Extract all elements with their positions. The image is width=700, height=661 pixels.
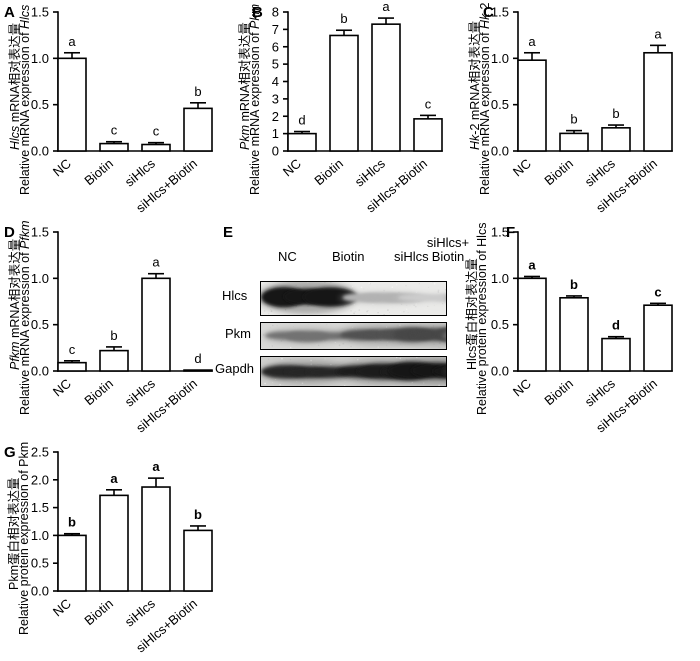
svg-text:1.5: 1.5 — [31, 5, 49, 20]
svg-text:1.0: 1.0 — [491, 51, 509, 66]
svg-text:b: b — [194, 507, 202, 522]
svg-text:1: 1 — [272, 126, 279, 141]
svg-text:NC: NC — [50, 376, 74, 400]
svg-text:1.0: 1.0 — [31, 271, 49, 286]
svg-text:2.5: 2.5 — [31, 445, 49, 460]
svg-text:0.0: 0.0 — [491, 364, 509, 379]
svg-text:b: b — [340, 11, 347, 26]
svg-text:NC: NC — [50, 596, 74, 620]
svg-text:1.5: 1.5 — [31, 500, 49, 515]
svg-text:0.5: 0.5 — [31, 317, 49, 332]
svg-text:Biotin: Biotin — [81, 596, 116, 628]
svg-text:0.0: 0.0 — [491, 144, 509, 159]
svg-text:1.0: 1.0 — [31, 51, 49, 66]
svg-text:NC: NC — [280, 156, 304, 180]
svg-text:Biotin: Biotin — [81, 376, 116, 408]
svg-text:3: 3 — [272, 91, 279, 106]
svg-text:Biotin: Biotin — [81, 156, 116, 188]
svg-text:a: a — [68, 34, 76, 49]
svg-text:a: a — [152, 255, 160, 270]
svg-text:siHlcs: siHlcs — [122, 155, 159, 189]
svg-text:0.0: 0.0 — [31, 144, 49, 159]
svg-text:c: c — [69, 342, 76, 357]
svg-text:Biotin: Biotin — [541, 156, 576, 188]
svg-text:b: b — [570, 277, 578, 292]
svg-text:NC: NC — [510, 376, 534, 400]
svg-text:NC: NC — [50, 156, 74, 180]
svg-text:0: 0 — [272, 144, 279, 159]
svg-text:a: a — [654, 26, 662, 41]
svg-text:siHlcs: siHlcs — [582, 375, 619, 409]
svg-text:b: b — [68, 515, 76, 530]
svg-text:c: c — [153, 124, 160, 139]
svg-text:a: a — [152, 459, 160, 474]
svg-text:a: a — [382, 0, 390, 14]
svg-text:d: d — [194, 351, 201, 366]
svg-text:siHlcs: siHlcs — [352, 155, 389, 189]
svg-text:b: b — [570, 112, 577, 127]
svg-text:b: b — [612, 106, 619, 121]
svg-text:NC: NC — [510, 156, 534, 180]
svg-text:0.5: 0.5 — [491, 317, 509, 332]
svg-text:Biotin: Biotin — [311, 156, 346, 188]
svg-text:8: 8 — [272, 5, 279, 20]
svg-text:siHlcs: siHlcs — [122, 595, 159, 629]
svg-text:b: b — [110, 328, 117, 343]
svg-text:c: c — [111, 123, 118, 138]
svg-text:0.5: 0.5 — [31, 97, 49, 112]
svg-text:d: d — [298, 113, 305, 128]
svg-text:a: a — [528, 34, 536, 49]
svg-text:7: 7 — [272, 22, 279, 37]
svg-text:1.0: 1.0 — [31, 528, 49, 543]
svg-text:1.5: 1.5 — [491, 225, 509, 240]
svg-text:siHlcs: siHlcs — [582, 155, 619, 189]
svg-text:a: a — [110, 471, 118, 486]
svg-text:0.5: 0.5 — [31, 556, 49, 571]
svg-text:1.0: 1.0 — [491, 271, 509, 286]
svg-text:1.5: 1.5 — [31, 225, 49, 240]
svg-text:4: 4 — [272, 74, 279, 89]
svg-text:a: a — [528, 257, 536, 272]
svg-text:b: b — [194, 84, 201, 99]
svg-text:6: 6 — [272, 39, 279, 54]
svg-text:0.0: 0.0 — [31, 584, 49, 599]
svg-text:0.5: 0.5 — [491, 97, 509, 112]
svg-text:siHlcs: siHlcs — [122, 375, 159, 409]
svg-text:0.0: 0.0 — [31, 364, 49, 379]
svg-text:d: d — [612, 318, 620, 333]
svg-text:5: 5 — [272, 57, 279, 72]
svg-text:Biotin: Biotin — [541, 376, 576, 408]
svg-text:2: 2 — [272, 109, 279, 124]
svg-text:c: c — [425, 96, 432, 111]
svg-text:1.5: 1.5 — [491, 5, 509, 20]
svg-text:c: c — [654, 284, 661, 299]
svg-text:2.0: 2.0 — [31, 472, 49, 487]
